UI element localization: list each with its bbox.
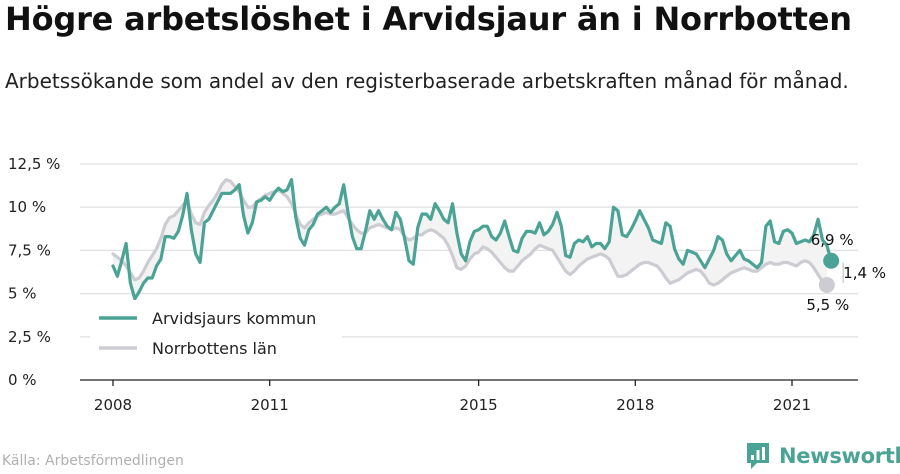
x-tick-label: 2018: [616, 396, 654, 414]
x-tick-label: 2008: [94, 396, 132, 414]
axes: 2008 2011 2015 2018 2021: [80, 379, 858, 414]
end-label-norrbottens-lan: 5,5 %: [806, 296, 849, 314]
series-line-norrbottens-lan: [111, 178, 829, 287]
y-tick-label: 12,5 %: [8, 155, 60, 173]
y-tick-label: 2,5 %: [8, 328, 51, 346]
newsworthy-logo-icon: [747, 443, 769, 469]
x-tick-label: 2011: [251, 396, 289, 414]
chart-title: Högre arbetslöshet i Arvidsjaur än i Nor…: [5, 0, 852, 38]
end-point-arvidsjaurs-kommun: [823, 252, 840, 269]
brand-logo: Newsworthy: [745, 440, 900, 472]
legend: Arvidsjaurs kommun Norrbottens län: [90, 300, 342, 364]
chart-subtitle: Arbetssökande som andel av den registerb…: [5, 69, 849, 93]
x-tick-label: 2021: [773, 396, 811, 414]
end-label-arvidsjaurs-kommun: 6,9 %: [811, 231, 854, 249]
series-line-arvidsjaurs-kommun: [111, 178, 833, 301]
x-tick-label: 2015: [460, 396, 498, 414]
brand-name: Newsworthy: [779, 444, 900, 468]
legend-label-norrbottens-lan: Norrbottens län: [152, 339, 277, 358]
y-tick-label: 5 %: [8, 285, 37, 303]
source-note: Källa: Arbetsförmedlingen: [2, 453, 184, 469]
y-tick-label: 10 %: [8, 198, 46, 216]
legend-label-arvidsjaurs-kommun: Arvidsjaurs kommun: [152, 309, 316, 328]
y-tick-label: 7,5 %: [8, 241, 51, 259]
difference-label: 1,4 %: [843, 264, 886, 282]
end-point-norrbottens-lan: [818, 276, 835, 293]
y-tick-label: 0 %: [8, 371, 37, 389]
legend-background: [90, 300, 342, 364]
